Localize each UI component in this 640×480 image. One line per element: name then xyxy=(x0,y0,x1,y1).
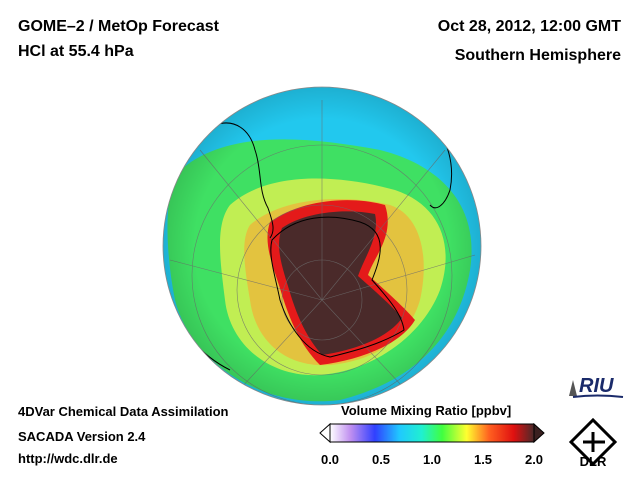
page-title: GOME–2 / MetOp Forecast xyxy=(18,18,219,35)
footer-url: http://wdc.dlr.de xyxy=(18,451,118,466)
colorbar xyxy=(319,422,545,444)
page-subtitle: HCl at 55.4 hPa xyxy=(18,43,134,60)
colorbar-tick-label: 0.5 xyxy=(371,452,391,467)
dlr-logo-text: DLR xyxy=(580,454,607,468)
colorbar-tick-label: 1.5 xyxy=(473,452,493,467)
colorbar-gradient xyxy=(329,423,535,443)
colorbar-tick-label: 2.0 xyxy=(524,452,544,467)
colorbar-title: Volume Mixing Ratio [ppbv] xyxy=(341,403,512,418)
footer-version: SACADA Version 2.4 xyxy=(18,429,146,444)
footer-method: 4DVar Chemical Data Assimilation xyxy=(18,404,229,419)
dlr-logo: DLR xyxy=(563,412,627,469)
forecast-datetime: Oct 28, 2012, 12:00 GMT xyxy=(437,18,621,35)
riu-logo: RIU xyxy=(565,372,625,400)
riu-logo-text: RIU xyxy=(579,375,614,397)
colorbar-tick-label: 0.0 xyxy=(320,452,340,467)
colorbar-under-arrow xyxy=(319,422,331,444)
hemisphere-label: Southern Hemisphere xyxy=(454,47,621,64)
colorbar-over-arrow xyxy=(533,422,545,444)
colorbar-tick-label: 1.0 xyxy=(422,452,442,467)
